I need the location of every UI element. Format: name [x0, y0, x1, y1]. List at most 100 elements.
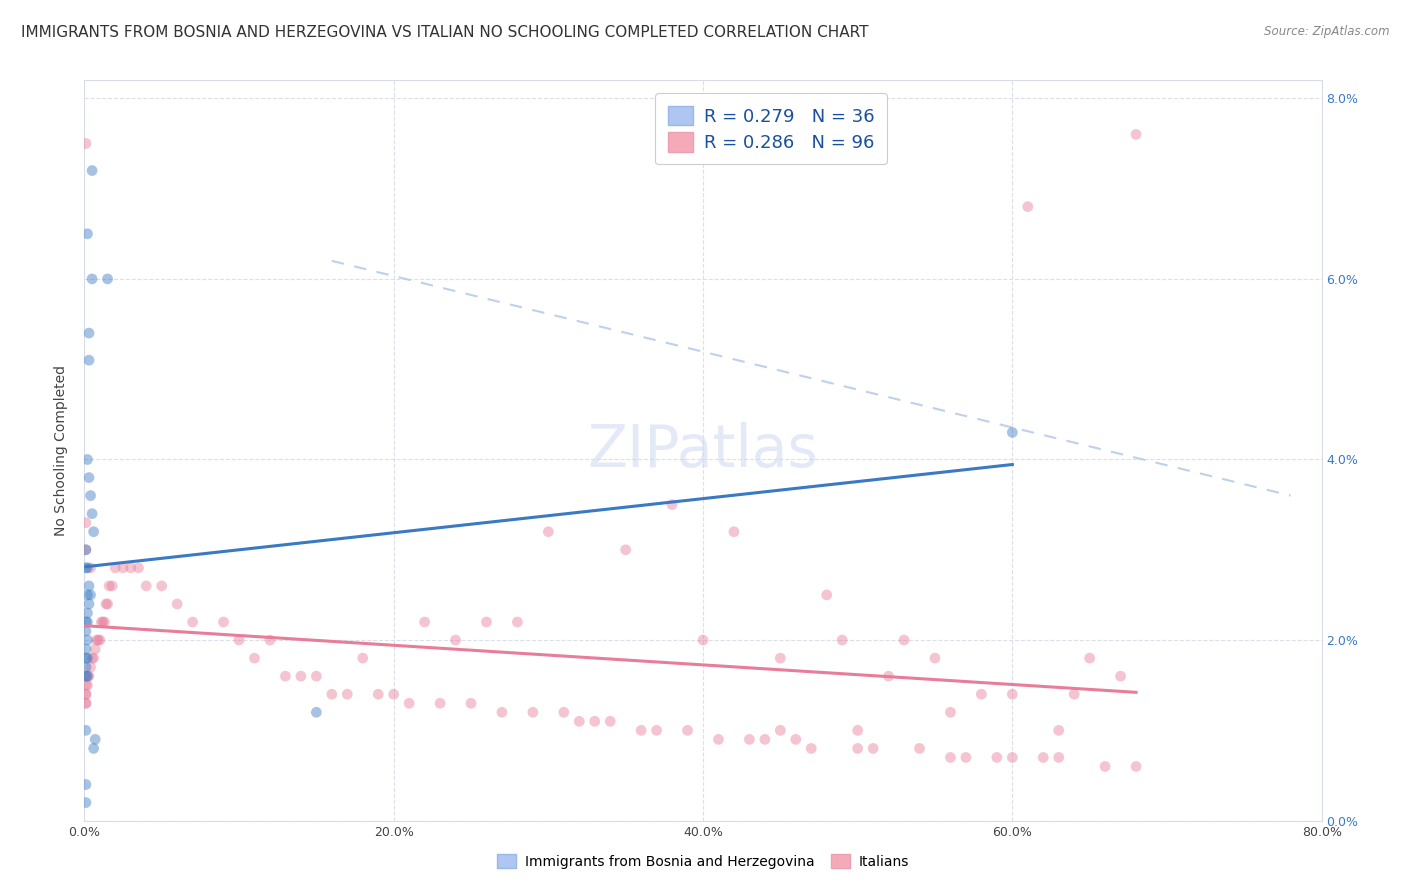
Point [754, 732, 776, 747]
Point [76, 452, 98, 467]
Point [96, 597, 118, 611]
Point [661, 498, 683, 512]
Point [537, 524, 560, 539]
Point [212, 615, 235, 629]
Point [862, 741, 884, 756]
Point [90, 615, 112, 629]
Point [98, 579, 121, 593]
Point [290, 669, 312, 683]
Point [815, 588, 838, 602]
Point [76, 633, 98, 648]
Legend: R = 0.279   N = 36, R = 0.286   N = 96: R = 0.279 N = 36, R = 0.286 N = 96 [655, 93, 887, 164]
Point [84, 732, 107, 747]
Point [76, 588, 98, 602]
Point [553, 706, 575, 720]
Point [382, 687, 405, 701]
Point [1125, 128, 1147, 142]
Point [893, 633, 915, 648]
Point [87, 633, 110, 648]
Point [77, 579, 100, 593]
Point [83, 741, 105, 756]
Point [321, 687, 343, 701]
Point [86, 633, 108, 648]
Point [1017, 200, 1039, 214]
Point [77, 470, 100, 484]
Point [79, 489, 101, 503]
Point [76, 669, 98, 683]
Point [135, 579, 157, 593]
Point [150, 579, 173, 593]
Point [305, 706, 328, 720]
Point [491, 706, 513, 720]
Point [986, 750, 1008, 764]
Text: Source: ZipAtlas.com: Source: ZipAtlas.com [1264, 25, 1389, 38]
Point [367, 687, 389, 701]
Point [75, 660, 97, 674]
Point [93, 615, 115, 629]
Point [75, 723, 97, 738]
Point [846, 723, 869, 738]
Point [104, 561, 127, 575]
Text: IMMIGRANTS FROM BOSNIA AND HERZEGOVINA VS ITALIAN NO SCHOOLING COMPLETED CORRELA: IMMIGRANTS FROM BOSNIA AND HERZEGOVINA V… [21, 25, 869, 40]
Point [1125, 759, 1147, 773]
Point [336, 687, 359, 701]
Y-axis label: No Schooling Completed: No Schooling Completed [55, 365, 69, 536]
Point [77, 326, 100, 340]
Point [127, 561, 149, 575]
Point [676, 723, 699, 738]
Point [1047, 723, 1070, 738]
Point [692, 633, 714, 648]
Point [79, 561, 101, 575]
Point [460, 696, 482, 710]
Point [89, 633, 111, 648]
Point [76, 669, 98, 683]
Point [76, 561, 98, 575]
Point [83, 651, 105, 665]
Point [75, 796, 97, 810]
Point [75, 687, 97, 701]
Point [82, 163, 104, 178]
Point [181, 615, 204, 629]
Point [77, 353, 100, 368]
Point [1001, 687, 1024, 701]
Point [831, 633, 853, 648]
Point [79, 588, 101, 602]
Point [413, 615, 436, 629]
Point [75, 542, 97, 557]
Point [75, 615, 97, 629]
Point [75, 642, 97, 657]
Point [77, 597, 100, 611]
Point [614, 542, 637, 557]
Point [908, 741, 931, 756]
Point [75, 542, 97, 557]
Point [1001, 750, 1024, 764]
Point [75, 516, 97, 530]
Point [82, 272, 104, 286]
Point [120, 561, 142, 575]
Point [583, 714, 606, 729]
Point [785, 732, 807, 747]
Point [166, 597, 188, 611]
Point [568, 714, 591, 729]
Point [96, 272, 118, 286]
Point [939, 750, 962, 764]
Point [305, 669, 328, 683]
Point [522, 706, 544, 720]
Point [84, 642, 107, 657]
Point [769, 651, 792, 665]
Point [645, 723, 668, 738]
Point [1047, 750, 1070, 764]
Legend: Immigrants from Bosnia and Herzegovina, Italians: Immigrants from Bosnia and Herzegovina, … [491, 849, 915, 874]
Point [75, 624, 97, 638]
Point [91, 615, 114, 629]
Point [877, 669, 900, 683]
Point [1109, 669, 1132, 683]
Point [76, 651, 98, 665]
Point [101, 579, 124, 593]
Point [1032, 750, 1054, 764]
Point [1094, 759, 1116, 773]
Point [82, 507, 104, 521]
Point [630, 723, 652, 738]
Point [75, 696, 97, 710]
Point [398, 696, 420, 710]
